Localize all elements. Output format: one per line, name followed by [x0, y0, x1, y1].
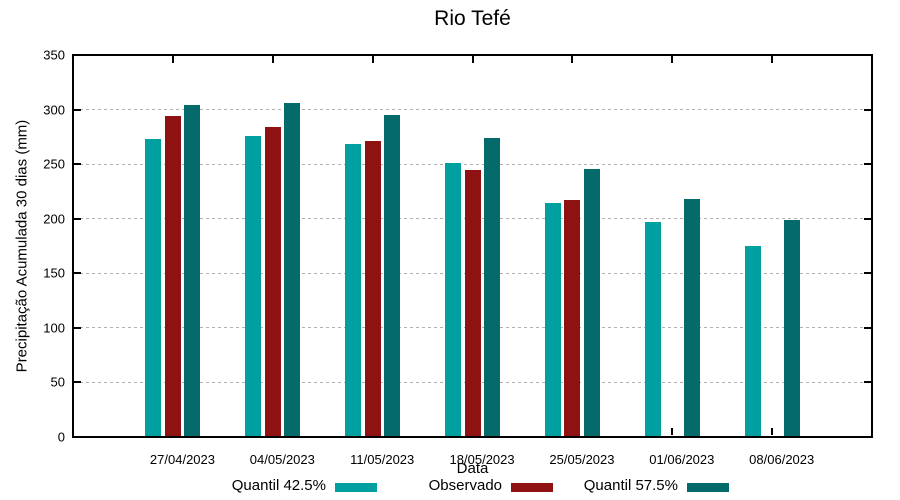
bar-observado	[364, 141, 381, 436]
y-tick-mark-right	[864, 163, 871, 166]
x-tick-label: 04/05/2023	[249, 452, 315, 467]
bar-quantil-42-5-	[644, 221, 661, 436]
legend-label: Quantil 42.5%	[231, 477, 326, 494]
y-tick-mark-right	[864, 108, 871, 111]
x-tick-mark-top	[671, 56, 674, 63]
gridline	[74, 163, 871, 165]
y-tick-mark-right	[864, 381, 871, 384]
bar-quantil-42-5-	[744, 246, 761, 436]
y-tick-label: 350	[43, 47, 65, 63]
bar-quantil-57-5-	[683, 199, 700, 436]
bar-quantil-42-5-	[345, 144, 362, 436]
y-tick-mark-right	[864, 272, 871, 275]
y-tick-label: 300	[43, 102, 65, 118]
bar-quantil-42-5-	[245, 135, 262, 436]
bar-quantil-57-5-	[384, 115, 401, 436]
x-tick-mark-top	[371, 56, 374, 63]
y-tick-label: 100	[43, 320, 65, 336]
y-tick-mark-left	[74, 381, 81, 384]
y-tick-mark-left	[74, 326, 81, 329]
x-tick-label: 27/04/2023	[149, 452, 215, 467]
x-tick-label: 01/06/2023	[649, 452, 715, 467]
gridline	[74, 109, 871, 111]
legend-swatch	[687, 483, 729, 492]
bar-quantil-57-5-	[783, 219, 800, 436]
legend-label: Quantil 57.5%	[583, 477, 678, 494]
chart-title: Rio Tefé	[434, 7, 511, 30]
bar-quantil-57-5-	[284, 103, 301, 436]
x-tick-mark-bottom	[671, 428, 674, 435]
y-tick-mark-left	[74, 163, 81, 166]
bar-quantil-42-5-	[145, 139, 162, 436]
y-tick-label: 50	[50, 374, 65, 390]
x-tick-mark-bottom	[771, 428, 774, 435]
x-tick-mark-top	[771, 56, 774, 63]
legend-label: Observado	[428, 477, 502, 494]
bar-quantil-57-5-	[484, 137, 501, 436]
bar-quantil-57-5-	[583, 168, 600, 436]
x-tick-label: 18/05/2023	[449, 452, 515, 467]
y-tick-mark-left	[74, 272, 81, 275]
bar-quantil-42-5-	[544, 203, 561, 436]
legend-swatch	[335, 483, 377, 492]
x-tick-mark-top	[271, 56, 274, 63]
y-tick-label: 0	[57, 429, 65, 445]
legend-swatch	[511, 483, 553, 492]
bar-observado	[564, 200, 581, 436]
x-tick-mark-top	[171, 56, 174, 63]
y-tick-label: 250	[43, 156, 65, 172]
x-tick-label: 08/06/2023	[749, 452, 815, 467]
bar-quantil-57-5-	[184, 105, 201, 436]
x-tick-label: 25/05/2023	[549, 452, 615, 467]
y-tick-mark-left	[74, 217, 81, 220]
bar-observado	[164, 116, 181, 436]
y-tick-mark-right	[864, 217, 871, 220]
bar-quantil-42-5-	[444, 163, 461, 436]
x-axis-label: Data	[456, 460, 489, 477]
x-tick-mark-top	[471, 56, 474, 63]
x-tick-mark-top	[571, 56, 574, 63]
bar-observado	[264, 127, 281, 436]
y-tick-label: 200	[43, 211, 65, 227]
y-tick-label: 150	[43, 265, 65, 281]
y-tick-mark-left	[74, 108, 81, 111]
y-tick-mark-right	[864, 326, 871, 329]
bar-observado	[464, 169, 481, 436]
x-tick-label: 11/05/2023	[350, 452, 415, 467]
